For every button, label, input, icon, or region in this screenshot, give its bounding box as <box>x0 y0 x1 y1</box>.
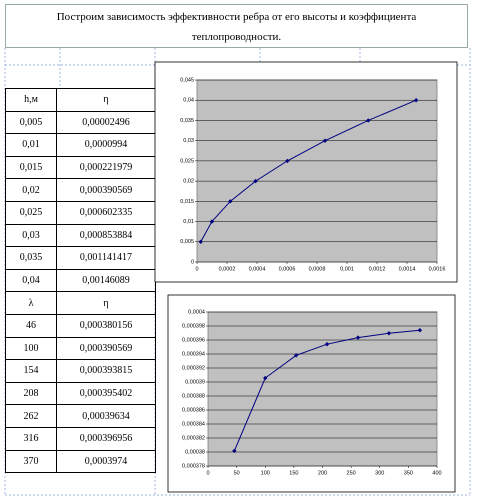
y-tick-label: 0,005 <box>180 239 194 245</box>
x-tick-label: 0,0008 <box>309 266 326 272</box>
table-row: 208 0,000395402 <box>5 381 156 406</box>
y-tick-label: 0,000382 <box>182 435 205 441</box>
data-point <box>355 335 361 340</box>
x-tick-label: 0,0014 <box>399 266 416 272</box>
x-tick-label: 0,0004 <box>249 266 266 272</box>
data-point <box>253 178 258 184</box>
y-tick-label: 0,000396 <box>182 337 205 343</box>
y-tick-label: 0,00039 <box>185 379 205 385</box>
x-tick-label: 0,0006 <box>279 266 296 272</box>
y-tick-label: 0,02 <box>183 179 194 185</box>
chart: 0 0,005 0,01 0,015 0,02 0,025 0,03 0,035 0,04 0,0… <box>154 61 458 283</box>
table-row: 0,03 0,000853884 <box>5 223 156 248</box>
data-point <box>417 328 423 333</box>
data-table: h,м η 0,005 0,00002496 0,01 0,0000994 0,015 0,0… <box>5 88 156 474</box>
data-point <box>386 331 392 336</box>
table-row: 0,035 0,001141417 <box>5 246 156 270</box>
x-tick-label: 350 <box>404 470 413 476</box>
table-row: 262 0,00039634 <box>5 404 156 428</box>
y-tick-label: 0,04 <box>183 98 194 104</box>
y-tick-label: 0,000386 <box>182 407 205 413</box>
data-point <box>198 239 203 244</box>
table-row: 0,02 0,000390569 <box>5 178 156 202</box>
y-tick-label: 0,01 <box>183 219 194 225</box>
x-tick-label: 150 <box>289 470 298 476</box>
data-point <box>322 138 328 143</box>
x-tick-label: 400 <box>432 470 441 476</box>
y-tick-label: 0,015 <box>180 199 194 205</box>
x-tick-label: 250 <box>347 470 356 476</box>
y-tick-label: 0,0004 <box>188 309 205 315</box>
y-tick-label: 0,035 <box>180 118 194 124</box>
x-tick-label: 50 <box>234 470 240 476</box>
x-tick-label: 0,0012 <box>369 266 386 272</box>
y-tick-label: 0,03 <box>183 138 194 144</box>
table-row: 0,04 0,00146089 <box>5 268 156 293</box>
data-point <box>228 199 233 204</box>
x-tick-label: 200 <box>318 470 327 476</box>
y-tick-label: 0,000398 <box>182 323 205 329</box>
x-tick-label: 0 <box>195 266 198 272</box>
x-tick-label: 300 <box>375 470 384 476</box>
y-tick-label: 0,000378 <box>182 463 205 469</box>
table-row: 100 0,000390569 <box>5 336 156 361</box>
plot-area <box>196 79 438 263</box>
data-point <box>324 341 330 347</box>
table-row: h,м η <box>5 88 156 112</box>
data-point <box>366 118 371 123</box>
data-point <box>413 98 419 103</box>
y-tick-label: 0,000388 <box>182 393 205 399</box>
data-point <box>232 448 237 454</box>
y-tick-label: 0,000392 <box>182 365 205 371</box>
y-tick-label: 0,045 <box>180 77 194 83</box>
sheet-title: Построим зависимость эффективности ребра… <box>5 4 468 48</box>
table-row: 370 0,0003974 <box>5 449 156 474</box>
data-point <box>209 219 215 224</box>
y-tick-label: 0,00038 <box>185 449 205 455</box>
y-tick-label: 0 <box>191 259 194 265</box>
data-point <box>263 375 268 381</box>
y-tick-label: 0,000384 <box>182 421 205 427</box>
table-row: 0,015 0,000221979 <box>5 155 156 180</box>
y-tick-label: 0,000394 <box>182 351 205 357</box>
y-tick-label: 0,025 <box>180 158 194 164</box>
data-point <box>293 353 299 358</box>
plot-area <box>207 311 438 467</box>
x-tick-label: 0,0016 <box>429 266 446 272</box>
x-tick-label: 0,001 <box>340 266 354 272</box>
x-tick-label: 0,0002 <box>219 266 236 272</box>
table-row: 46 0,000380156 <box>5 313 156 338</box>
table-row: 0,005 0,00002496 <box>5 110 156 135</box>
x-tick-label: 0 <box>206 470 209 476</box>
series-line <box>200 99 417 243</box>
x-tick-label: 100 <box>261 470 270 476</box>
table-cell: 0,0003974 <box>56 449 156 474</box>
chart: 0,000378 0,00038 0,000382 0,000384 0,000386 0… <box>167 294 456 493</box>
data-point <box>285 158 290 164</box>
